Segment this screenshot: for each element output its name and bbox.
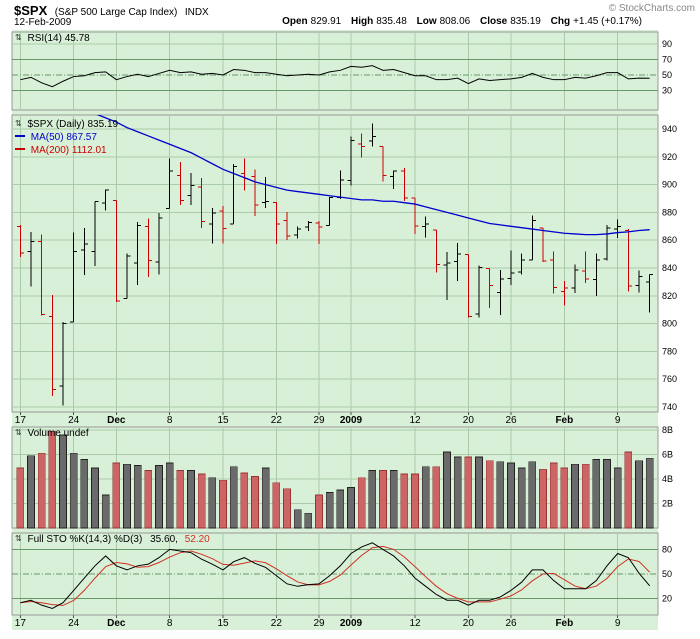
svg-text:90: 90 [662, 39, 672, 49]
sto-label: Full STO %K(14,3) %D(3) [27, 534, 143, 545]
volume-label: Volume undef [27, 428, 89, 439]
svg-text:9: 9 [615, 415, 621, 426]
close-label: Close [480, 16, 508, 27]
svg-text:50: 50 [662, 569, 672, 579]
rsi-panel: 90 70 50 30 [11, 31, 672, 111]
svg-text:9: 9 [615, 618, 621, 629]
chg-value: +1.45 (+0.17%) [573, 16, 642, 27]
ma200-label: MA(200) 1112.01 [30, 145, 107, 156]
chart-date: 12-Feb-2009 [14, 17, 72, 28]
svg-text:920: 920 [662, 152, 677, 162]
svg-text:8B: 8B [662, 425, 673, 435]
rsi-line [20, 65, 650, 88]
x-axis-labels: 17 17 24 24 Dec Dec 8 8 15 15 22 22 29 29 2009 2009 12 12… [15, 412, 621, 629]
low-label: Low [416, 16, 437, 27]
open-value: 829.91 [310, 16, 342, 27]
high-value: 835.48 [376, 16, 407, 27]
svg-text:4B: 4B [662, 474, 673, 484]
price-bars [16, 123, 654, 406]
svg-text:940: 940 [662, 124, 677, 134]
quote-row: Open 829.91 High 835.48 Low 808.06 Close 835… [275, 16, 642, 27]
low-value: 808.06 [439, 16, 471, 27]
svg-text:780: 780 [662, 346, 677, 356]
price-symbol-label: $SPX (Daily) 835.19 [27, 119, 119, 130]
svg-text:8: 8 [167, 618, 173, 629]
svg-text:26: 26 [505, 618, 517, 629]
svg-text:Feb: Feb [555, 618, 573, 629]
svg-text:15: 15 [217, 618, 229, 629]
svg-text:20: 20 [463, 618, 475, 629]
chart-canvas: 9070503094092090088086084082080078076074… [11, 30, 677, 630]
ma200-legend: MA(200) 1112.01 [15, 145, 107, 156]
svg-text:17: 17 [15, 618, 27, 629]
sto-panel: 80 20 50 [11, 532, 672, 616]
svg-text:12: 12 [409, 415, 421, 426]
high-label: High [351, 16, 374, 27]
svg-text:880: 880 [662, 207, 677, 217]
svg-text:2B: 2B [662, 499, 673, 509]
panel-toggle-icon: ⇅ [15, 534, 22, 543]
volume-bars [16, 430, 654, 529]
svg-text:Feb: Feb [555, 415, 573, 426]
svg-text:820: 820 [662, 291, 677, 301]
price-legend: ⇅ $SPX (Daily) 835.19 [15, 119, 118, 130]
svg-text:24: 24 [68, 415, 80, 426]
title-row: $SPX (S&P 500 Large Cap Index) INDX [14, 2, 209, 20]
svg-text:12: 12 [409, 618, 421, 629]
svg-text:20: 20 [463, 415, 475, 426]
open-label: Open [282, 16, 308, 27]
ma50-legend: MA(50) 867.57 [15, 132, 97, 143]
svg-text:2009: 2009 [340, 415, 363, 426]
sto-legend: ⇅ Full STO %K(14,3) %D(3) 35.60, 52.20 [15, 534, 210, 545]
svg-text:29: 29 [313, 618, 325, 629]
svg-text:20: 20 [662, 594, 672, 604]
svg-text:6B: 6B [662, 450, 673, 460]
copyright: © StockCharts.com [608, 3, 695, 14]
exchange-tag: INDX [184, 7, 209, 18]
svg-text:740: 740 [662, 402, 677, 412]
svg-text:30: 30 [662, 86, 672, 96]
svg-text:50: 50 [662, 70, 672, 80]
panel-toggle-icon: ⇅ [15, 33, 22, 42]
svg-text:Dec: Dec [107, 618, 126, 629]
symbol: $SPX [14, 3, 48, 18]
svg-text:17: 17 [15, 415, 27, 426]
panel-toggle-icon: ⇅ [15, 119, 22, 128]
svg-text:15: 15 [217, 415, 229, 426]
svg-text:70: 70 [662, 54, 672, 64]
sto-d-value: 52.20 [184, 534, 210, 545]
close-value: 835.19 [510, 16, 541, 27]
rsi-legend: ⇅ RSI(14) 45.78 [15, 33, 90, 44]
svg-text:29: 29 [313, 415, 325, 426]
svg-text:840: 840 [662, 263, 677, 273]
price-panel: 940 920 900 880 860 840 820 800 780 760 740 [11, 114, 677, 413]
volume-legend: ⇅ Volume undef [15, 428, 89, 439]
ma50-swatch [15, 135, 25, 137]
svg-text:760: 760 [662, 374, 677, 384]
svg-text:22: 22 [271, 618, 283, 629]
symbol-name: (S&P 500 Large Cap Index) [54, 7, 178, 18]
svg-text:26: 26 [505, 415, 517, 426]
svg-text:22: 22 [271, 415, 283, 426]
svg-text:8: 8 [167, 415, 173, 426]
chg-label: Chg [550, 16, 571, 27]
svg-text:Dec: Dec [107, 415, 126, 426]
svg-text:2009: 2009 [340, 618, 363, 629]
svg-text:860: 860 [662, 235, 677, 245]
sto-k-value: 35.60, [150, 534, 178, 545]
svg-text:800: 800 [662, 319, 677, 329]
ma50-label: MA(50) 867.57 [30, 132, 97, 143]
svg-text:900: 900 [662, 180, 677, 190]
panel-toggle-icon: ⇅ [15, 428, 22, 437]
rsi-label: RSI(14) 45.78 [27, 33, 90, 44]
ma200-swatch [15, 148, 25, 150]
ma50-line [96, 115, 650, 236]
sto-d-line [20, 545, 651, 606]
svg-text:24: 24 [68, 618, 80, 629]
sto-k-line [20, 542, 651, 609]
svg-text:80: 80 [662, 544, 672, 554]
vol-panel: 8B 6B 4B 2B [11, 425, 673, 529]
